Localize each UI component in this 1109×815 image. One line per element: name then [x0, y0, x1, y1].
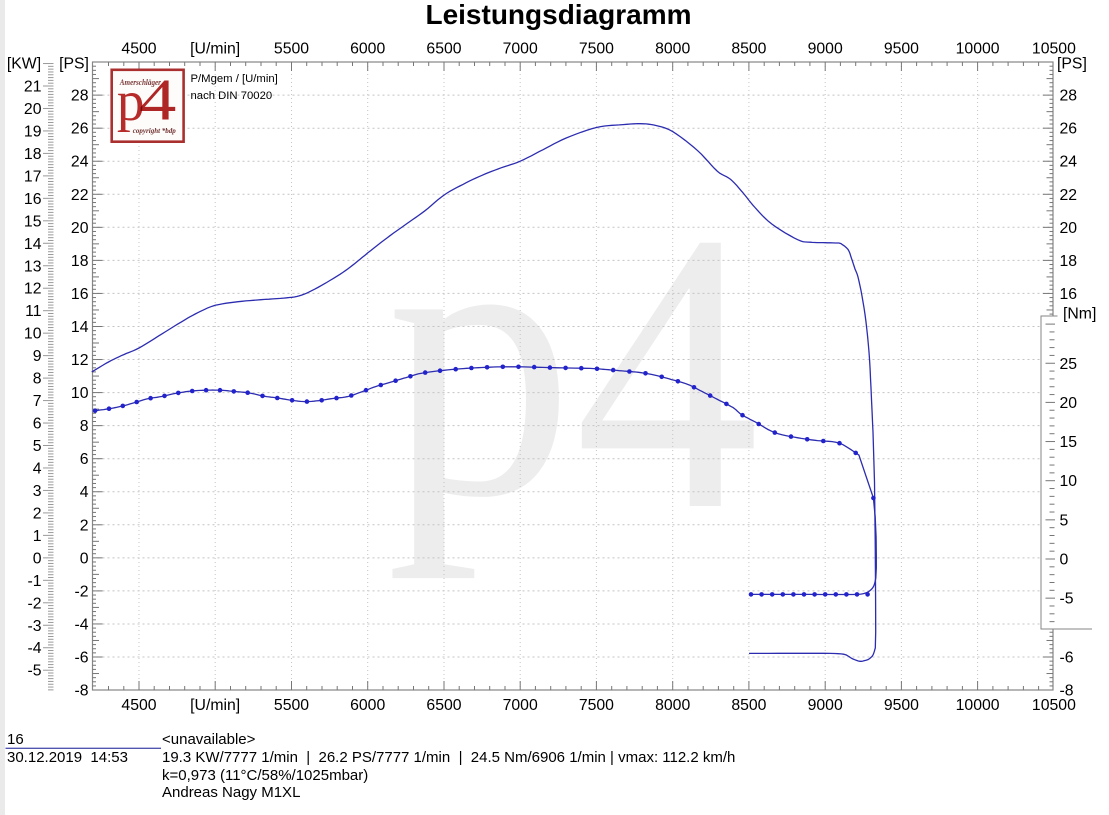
- svg-text:7: 7: [33, 393, 42, 410]
- svg-text:28: 28: [1060, 88, 1078, 105]
- svg-text:0: 0: [1060, 552, 1069, 569]
- svg-text:16: 16: [71, 286, 89, 303]
- svg-text:28: 28: [71, 88, 89, 105]
- svg-text:17: 17: [24, 168, 42, 185]
- svg-text:-5: -5: [1060, 591, 1074, 608]
- svg-text:4500: 4500: [121, 41, 156, 58]
- svg-text:-5: -5: [27, 663, 41, 680]
- svg-text:8500: 8500: [731, 697, 766, 714]
- svg-text:24: 24: [71, 154, 89, 171]
- svg-text:24: 24: [1060, 154, 1078, 171]
- svg-text:25: 25: [1060, 356, 1078, 373]
- svg-text:10000: 10000: [956, 697, 1000, 714]
- svg-text:20: 20: [71, 220, 89, 237]
- svg-text:14: 14: [24, 236, 42, 253]
- svg-text:9: 9: [33, 348, 42, 365]
- svg-text:-4: -4: [27, 640, 41, 657]
- svg-text:20: 20: [1060, 395, 1078, 412]
- svg-text:2: 2: [33, 505, 42, 522]
- svg-text:9500: 9500: [884, 697, 919, 714]
- svg-text:16: 16: [24, 191, 42, 208]
- svg-text:8: 8: [33, 371, 42, 388]
- svg-text:4: 4: [33, 461, 42, 478]
- svg-text:8: 8: [80, 418, 89, 435]
- svg-text:26: 26: [71, 121, 89, 138]
- svg-text:10: 10: [24, 326, 42, 343]
- svg-text:15: 15: [24, 213, 42, 230]
- svg-text:[KW]: [KW]: [7, 55, 41, 72]
- svg-text:[U/min]: [U/min]: [190, 41, 240, 58]
- svg-text:4: 4: [575, 151, 760, 593]
- svg-text:6: 6: [80, 451, 89, 468]
- svg-text:6000: 6000: [350, 697, 385, 714]
- svg-text:4: 4: [80, 484, 89, 501]
- svg-text:21: 21: [24, 79, 42, 96]
- svg-text:-2: -2: [27, 595, 41, 612]
- svg-text:10: 10: [71, 385, 89, 402]
- svg-text:p: p: [386, 137, 573, 581]
- svg-text:12: 12: [71, 352, 89, 369]
- svg-text:-8: -8: [1060, 683, 1074, 700]
- svg-text:10500: 10500: [1032, 41, 1076, 58]
- svg-text:3: 3: [33, 483, 42, 500]
- svg-text:0: 0: [33, 550, 42, 567]
- svg-text:9000: 9000: [808, 41, 843, 58]
- svg-text:[PS]: [PS]: [1057, 55, 1087, 72]
- svg-text:15: 15: [1060, 434, 1078, 451]
- svg-text:14: 14: [71, 319, 89, 336]
- svg-text:20: 20: [1060, 220, 1078, 237]
- svg-text:5: 5: [33, 438, 42, 455]
- svg-text:12: 12: [24, 281, 42, 298]
- svg-text:1: 1: [33, 528, 42, 545]
- svg-text:5500: 5500: [274, 41, 309, 58]
- svg-text:8000: 8000: [655, 697, 690, 714]
- svg-text:10: 10: [1060, 473, 1078, 490]
- svg-text:-1: -1: [27, 573, 41, 590]
- svg-text:18: 18: [71, 253, 89, 270]
- svg-text:0: 0: [80, 550, 89, 567]
- svg-text:8000: 8000: [655, 41, 690, 58]
- svg-text:13: 13: [24, 258, 42, 275]
- svg-text:26: 26: [1060, 121, 1078, 138]
- svg-text:[PS]: [PS]: [59, 55, 89, 72]
- svg-text:8500: 8500: [731, 41, 766, 58]
- svg-text:6500: 6500: [426, 41, 461, 58]
- svg-text:5: 5: [1060, 512, 1069, 529]
- svg-text:6500: 6500: [426, 697, 461, 714]
- svg-text:6: 6: [33, 416, 42, 433]
- svg-text:19: 19: [24, 123, 42, 140]
- svg-text:18: 18: [1060, 253, 1078, 270]
- svg-text:9000: 9000: [808, 697, 843, 714]
- svg-text:-6: -6: [74, 650, 88, 667]
- svg-text:-6: -6: [1060, 650, 1074, 667]
- svg-text:7500: 7500: [579, 697, 614, 714]
- svg-text:copyright *bdp: copyright *bdp: [133, 126, 176, 135]
- svg-text:[U/min]: [U/min]: [190, 697, 240, 714]
- svg-text:-8: -8: [74, 683, 88, 700]
- svg-text:10000: 10000: [956, 41, 1000, 58]
- svg-text:20: 20: [24, 101, 42, 118]
- svg-text:22: 22: [71, 187, 89, 204]
- svg-text:22: 22: [1060, 187, 1078, 204]
- svg-text:10500: 10500: [1032, 697, 1076, 714]
- svg-text:5500: 5500: [274, 697, 309, 714]
- svg-text:-4: -4: [74, 617, 88, 634]
- svg-text:7000: 7000: [503, 41, 538, 58]
- svg-text:9500: 9500: [884, 41, 919, 58]
- svg-text:7000: 7000: [503, 697, 538, 714]
- svg-text:4: 4: [139, 67, 176, 133]
- svg-text:Amerschläger: Amerschläger: [119, 78, 162, 88]
- svg-text:11: 11: [25, 303, 42, 320]
- svg-text:-3: -3: [27, 618, 41, 635]
- svg-text:2: 2: [80, 517, 89, 534]
- svg-text:18: 18: [24, 146, 42, 163]
- svg-text:[Nm]: [Nm]: [1063, 306, 1096, 323]
- svg-text:4500: 4500: [121, 697, 156, 714]
- svg-text:p: p: [117, 70, 145, 133]
- svg-text:-2: -2: [74, 583, 88, 600]
- svg-text:16: 16: [1060, 286, 1078, 303]
- svg-text:7500: 7500: [579, 41, 614, 58]
- svg-text:6000: 6000: [350, 41, 385, 58]
